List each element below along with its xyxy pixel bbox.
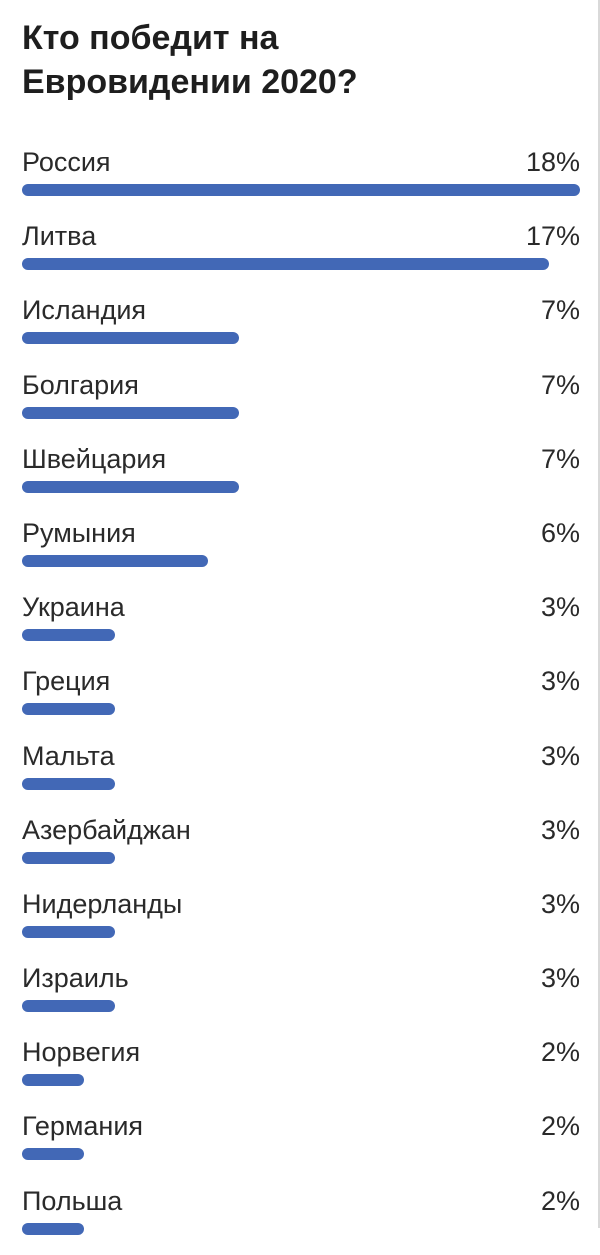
poll-option-bar [22,554,208,567]
poll-option-percent: 3% [540,963,580,994]
poll-option-label: Азербайджан [22,814,191,845]
poll-option-percent: 6% [540,517,580,548]
poll-option-bar [22,777,115,790]
poll-option-bar [22,480,239,493]
poll-option-bar [22,1000,115,1013]
poll-option-percent: 3% [540,888,580,919]
poll-option[interactable]: Норвегия 2% [22,1032,580,1106]
poll-option[interactable]: Германия 2% [22,1106,580,1180]
poll-option-label: Германия [22,1111,144,1142]
poll-option-label: Мальта [22,740,115,771]
poll-option-percent: 2% [540,1111,580,1142]
poll-option-label: Норвегия [22,1037,141,1068]
poll-option-bar [22,332,239,345]
poll-option[interactable]: Украина 3% [22,587,580,661]
poll-option[interactable]: Азербайджан 3% [22,810,580,884]
poll-option[interactable]: Мальта 3% [22,736,580,810]
poll-option-percent: 7% [540,443,580,474]
poll-options: Россия 18% Литва 17% Исландия 7% Болгари… [22,142,580,1255]
poll-title: Кто победит на Евровидении 2020? [22,16,562,104]
poll-option-label: Польша [22,1185,123,1216]
poll-option-bar [22,184,580,196]
poll-option-percent: 2% [540,1185,580,1216]
poll-option[interactable]: Исландия 7% [22,290,580,364]
poll-option-label: Швейцария [22,443,167,474]
poll-option-bar [22,925,115,938]
poll-option-bar [22,1148,84,1161]
poll-option-bar [22,703,115,716]
poll-option-percent: 7% [540,369,580,400]
poll-option-label: Исландия [22,295,147,326]
poll-option-bar [22,406,239,419]
poll-option[interactable]: Польша 2% [22,1181,580,1255]
poll-option[interactable]: Нидерланды 3% [22,884,580,958]
poll-option-bar [22,1074,84,1087]
poll-option-label: Израиль [22,963,129,994]
poll-option-bar [22,629,115,642]
poll-option[interactable]: Россия 18% [22,142,580,216]
poll-option[interactable]: Литва 17% [22,216,580,290]
poll-title-line-1: Кто победит на [22,19,279,57]
poll-option-label: Литва [22,221,97,252]
poll-option-bar [22,258,549,271]
poll-option-label: Болгария [22,369,139,400]
poll-option[interactable]: Болгария 7% [22,365,580,439]
poll-option-percent: 3% [540,814,580,845]
poll-option-percent: 17% [525,221,580,252]
poll-option-bar [22,851,115,864]
poll-option-label: Румыния [22,517,136,548]
poll-option-percent: 18% [525,147,580,177]
poll-option[interactable]: Румыния 6% [22,513,580,587]
poll-option-label: Украина [22,592,125,623]
poll-option[interactable]: Греция 3% [22,661,580,735]
poll-option-percent: 2% [540,1037,580,1068]
poll-option-percent: 7% [540,295,580,326]
poll-option-percent: 3% [540,592,580,623]
poll-option-label: Греция [22,666,111,697]
poll-option[interactable]: Швейцария 7% [22,439,580,513]
poll-option-label: Нидерланды [22,888,183,919]
poll-title-line-2: Евровидении 2020? [22,63,358,101]
poll-option-percent: 3% [540,740,580,771]
poll-option[interactable]: Израиль 3% [22,958,580,1032]
poll-widget: Кто победит на Евровидении 2020? Россия … [22,0,600,1235]
poll-option-percent: 3% [540,666,580,697]
poll-option-label: Россия [22,147,111,177]
poll-option-bar [22,1222,84,1235]
